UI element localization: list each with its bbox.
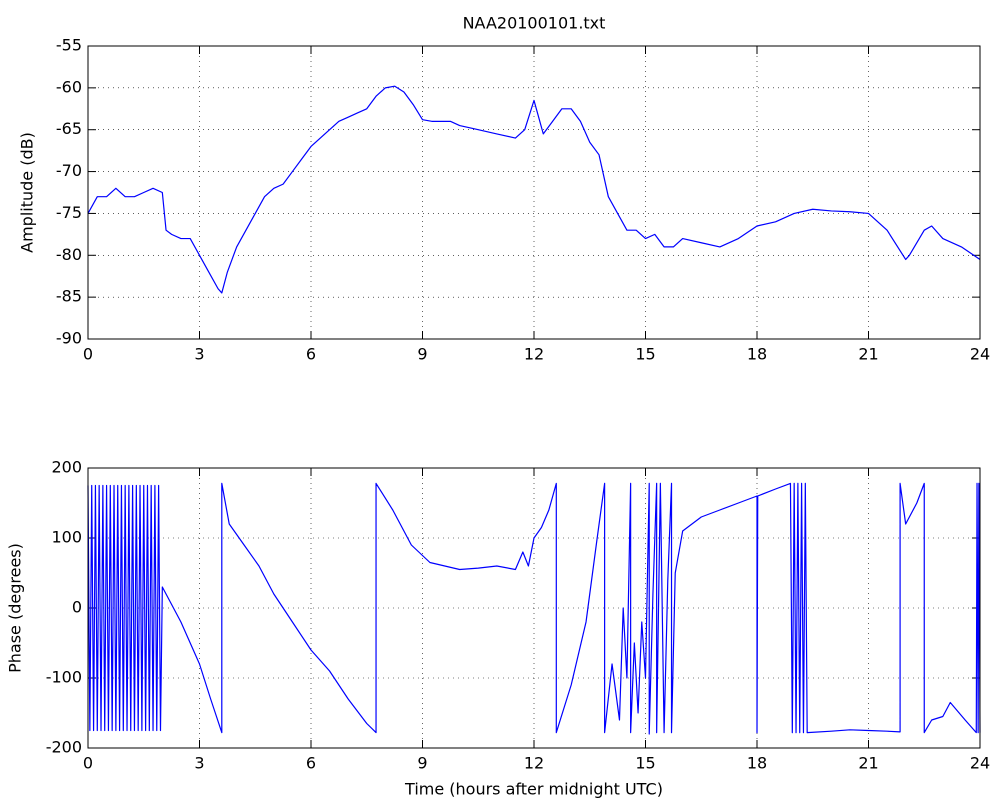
y-tick-label: -100 [46,668,82,687]
x-tick-label: 0 [83,754,93,773]
x-tick-label: 15 [635,754,655,773]
y-tick-label: -200 [46,738,82,757]
x-tick-label: 6 [306,754,316,773]
data-line [87,482,981,735]
y-tick-label: 100 [51,528,82,547]
y-tick-label: -55 [56,36,82,55]
x-tick-label: 6 [306,345,316,364]
x-tick-label: 24 [970,345,990,364]
y-axis-label: Amplitude (dB) [18,132,37,253]
y-tick-label: -70 [56,161,82,180]
x-tick-label: 3 [194,754,204,773]
y-tick-label: -90 [56,329,82,348]
chart-title: NAA20100101.txt [463,14,606,33]
x-tick-label: 21 [858,754,878,773]
x-tick-label: 0 [83,345,93,364]
x-tick-label: 21 [858,345,878,364]
x-tick-label: 9 [417,345,427,364]
x-tick-label: 12 [524,345,544,364]
y-tick-label: -60 [56,77,82,96]
x-tick-label: 18 [747,345,767,364]
data-line [87,85,981,294]
y-tick-label: -80 [56,245,82,264]
x-tick-label: 9 [417,754,427,773]
y-tick-label: -65 [56,119,82,138]
y-tick-label: -85 [56,287,82,306]
x-tick-label: 24 [970,754,990,773]
axes-frame [87,45,981,340]
axes-frame [87,467,981,749]
x-tick-label: 12 [524,754,544,773]
x-tick-label: 3 [194,345,204,364]
x-tick-label: 18 [747,754,767,773]
y-axis-label: Phase (degrees) [6,543,25,673]
y-tick-label: -75 [56,203,82,222]
x-axis-label: Time (hours after midnight UTC) [404,780,663,799]
y-tick-label: 200 [51,458,82,477]
y-tick-label: 0 [72,598,82,617]
x-tick-label: 15 [635,345,655,364]
